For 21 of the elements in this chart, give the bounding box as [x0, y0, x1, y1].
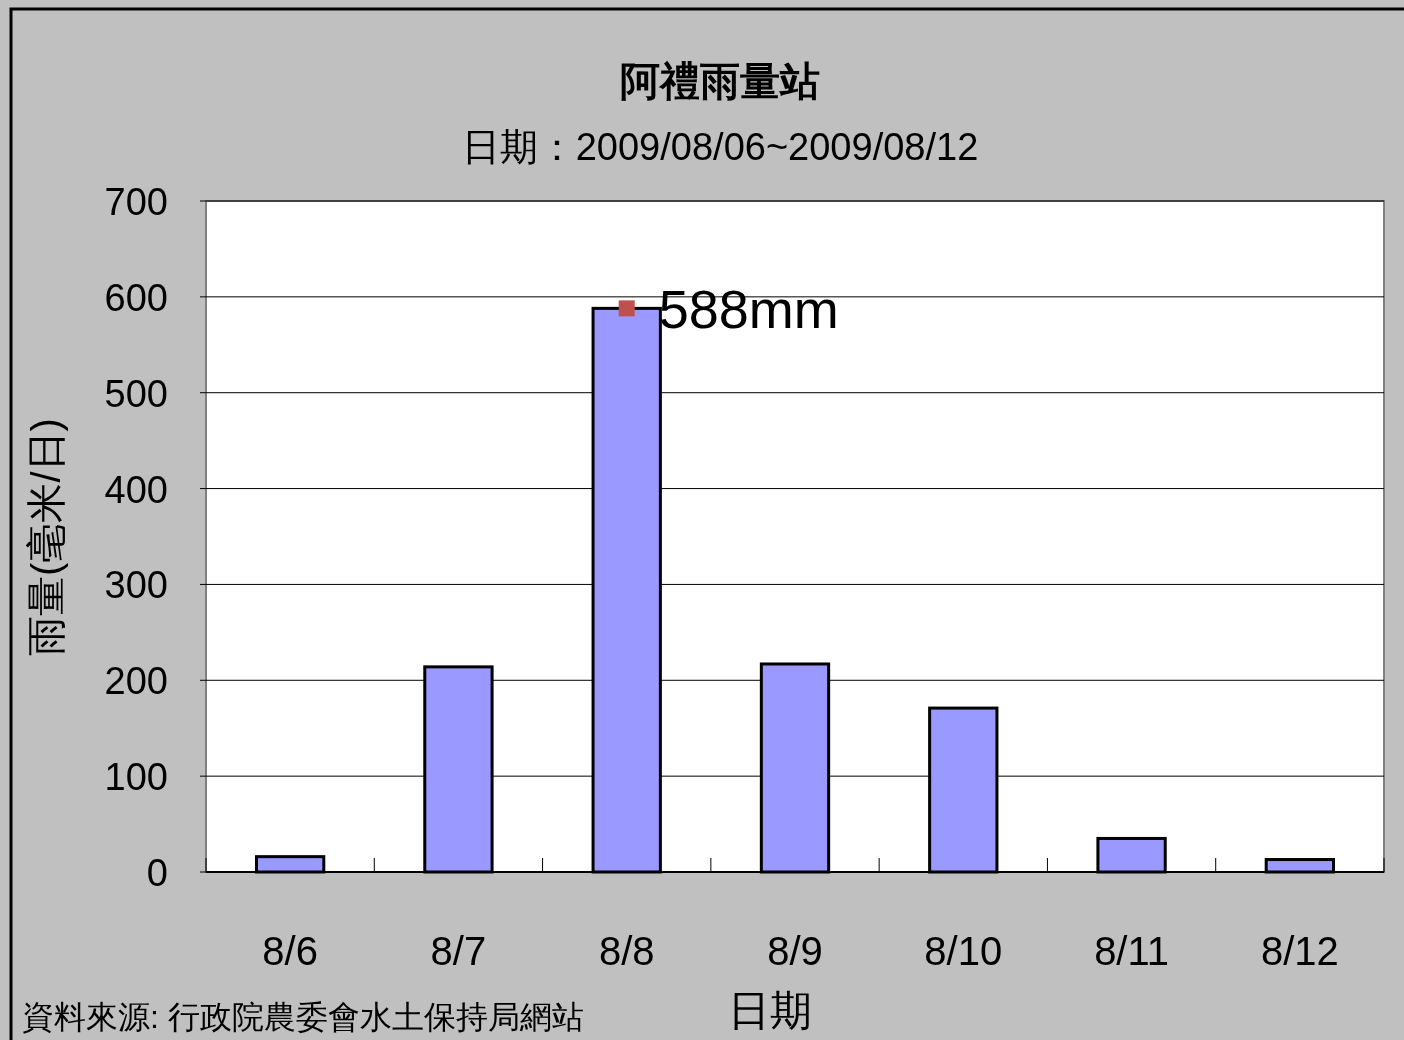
- x-tick-label: 8/12: [1260, 929, 1339, 973]
- x-tick-label: 8/10: [924, 929, 1003, 973]
- x-tick-label: 8/9: [767, 929, 823, 973]
- y-tick-label: 600: [104, 276, 168, 319]
- x-tick-label: 8/8: [598, 929, 655, 973]
- chart-subtitle: 日期：2009/08/06~2009/08/12: [461, 126, 979, 168]
- y-tick-label: 500: [104, 372, 168, 415]
- source-note: 資料來源: 行政院農委會水土保持局網站: [22, 999, 584, 1035]
- y-tick-label: 0: [146, 852, 168, 894]
- x-tick-label: 8/7: [430, 929, 487, 973]
- x-tick-label: 8/11: [1094, 929, 1170, 973]
- x-tick-label: 8/6: [262, 929, 318, 973]
- annotation: 588mm: [658, 279, 839, 340]
- chart-title: 阿禮雨量站: [620, 59, 820, 103]
- y-tick-label: 700: [104, 181, 168, 223]
- y-tick-label: 300: [104, 564, 168, 607]
- y-tick-label: 400: [104, 468, 168, 511]
- x-axis-title: 日期: [728, 987, 812, 1034]
- y-tick-label: 100: [104, 756, 168, 799]
- y-tick-label: 200: [104, 660, 168, 703]
- y-axis-title: 雨量(毫米/日): [24, 418, 68, 656]
